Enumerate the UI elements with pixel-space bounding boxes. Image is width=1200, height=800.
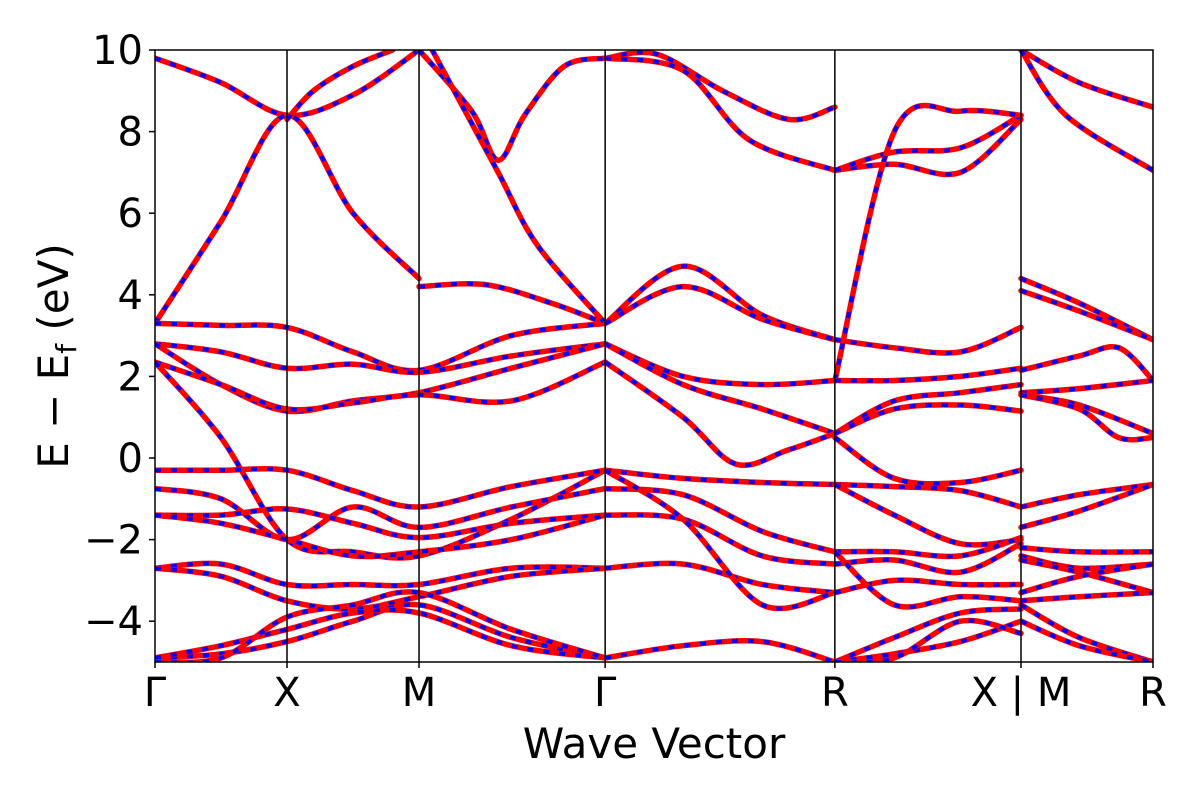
y-axis-label: E − Ef (eV): [29, 243, 83, 469]
band-line-dft-33: [832, 116, 1024, 178]
y-tick-label: 2: [118, 354, 143, 400]
band-line-dft-18: [416, 50, 608, 163]
x-tick-label: Γ: [594, 670, 617, 716]
x-tick-label: R: [1139, 670, 1167, 716]
band-line-model-54: [1020, 344, 1153, 382]
band-line-dft-40: [832, 434, 1024, 487]
plot-frame: [154, 49, 1154, 663]
band-line-model-18: [417, 50, 606, 163]
band-line-dft-28: [602, 485, 838, 555]
band-line-model-2: [285, 50, 394, 121]
band-line-model-64: [1020, 590, 1153, 603]
band-line-model-36: [834, 325, 1022, 355]
high-symmetry-lines: [286, 50, 1022, 662]
x-tick-label: R: [821, 670, 849, 716]
band-line-model-25: [604, 342, 836, 436]
band-line-model-10: [155, 506, 606, 540]
band-line-dft-57: [1018, 392, 1153, 443]
band-line-model-60: [1020, 545, 1153, 555]
band-line-model-30: [605, 561, 836, 595]
band-line-dft-45: [832, 577, 1024, 596]
band-line-dft-66: [1018, 618, 1153, 662]
band-line-dft-53: [1018, 287, 1153, 343]
band-line-model-29: [605, 512, 836, 567]
band-line-model-17: [418, 281, 606, 326]
y-tick-label: −2: [84, 518, 143, 564]
y-axis-label-main: E − E: [29, 354, 78, 469]
band-line-model-51: [1019, 50, 1153, 173]
y-tick-label: 0: [118, 436, 143, 482]
band-line-dft-37: [832, 365, 1024, 384]
band-line-model-42: [833, 482, 1022, 547]
y-tick-label: 4: [118, 273, 143, 319]
band-line-model-3: [155, 321, 606, 373]
band-line-dft-47: [832, 606, 1024, 662]
band-line-model-12: [155, 561, 606, 589]
band-line-model-16: [155, 589, 606, 662]
x-tick-label: Γ: [144, 670, 167, 716]
band-line-model-46: [833, 550, 1022, 609]
band-line-dft-43: [832, 534, 1024, 560]
band-line-model-35: [832, 103, 1022, 381]
band-line-model-34: [834, 113, 1022, 173]
band-line-model-32: [604, 638, 836, 662]
band-line-model-26: [604, 360, 836, 468]
band-line-dft-62: [1018, 557, 1153, 596]
band-line-model-39: [834, 402, 1022, 436]
y-axis-ticks: 10 8 6 4 2 0 −2 −4: [84, 28, 155, 645]
y-axis-label-subscript: f: [50, 343, 83, 354]
y-tick-label: −4: [84, 599, 143, 645]
band-line-model-23: [604, 284, 836, 342]
band-line-model-55: [1020, 378, 1153, 395]
x-tick-label: X: [273, 670, 300, 716]
band-line-dft-2: [284, 50, 396, 123]
band-line-dft-29: [602, 512, 838, 567]
band-line-model-48: [834, 619, 1022, 662]
band-line-model-50: [1020, 50, 1153, 109]
x-tick-label: M: [402, 670, 437, 716]
band-line-model-4: [155, 341, 606, 375]
band-lines: [155, 50, 1153, 662]
y-tick-label: 6: [118, 191, 143, 237]
band-line-dft-58: [1018, 481, 1153, 510]
band-line-dft-59: [1018, 481, 1153, 531]
band-line-model-8: [155, 466, 606, 510]
band-line-model-27: [604, 468, 835, 487]
x-tick-label: X | M: [971, 670, 1072, 716]
band-line-dft-21: [602, 55, 838, 174]
band-line-dft-51: [1018, 50, 1153, 174]
band-line-dft-42: [832, 481, 1024, 548]
x-axis-label: Wave Vector: [523, 719, 786, 768]
y-axis-label-unit: (eV): [29, 243, 78, 344]
band-line-model-33: [834, 117, 1023, 177]
band-line-dft-41: [832, 481, 1024, 510]
band-line-model-11: [155, 513, 606, 559]
band-line-dft-65: [1018, 602, 1153, 662]
band-line-dft-49: [832, 617, 1024, 662]
band-line-model-14: [155, 602, 606, 660]
band-line-dft-15: [155, 607, 608, 661]
band-line-dft-34: [832, 112, 1024, 174]
band-line-dft-26: [602, 359, 838, 469]
band-line-model-21: [604, 56, 836, 173]
band-line-dft-31: [602, 467, 838, 612]
y-tick-label: 10: [92, 28, 143, 74]
band-line-model-44: [834, 541, 1022, 575]
band-line-model-13: [155, 566, 606, 612]
band-line-model-15: [155, 607, 606, 660]
band-line-model-65: [1020, 603, 1153, 662]
x-axis-ticks: Γ X M Γ R X | M R: [144, 662, 1167, 716]
band-line-model-57: [1020, 392, 1153, 442]
band-line-model-9: [155, 486, 606, 542]
band-line-dft-13: [155, 565, 608, 612]
band-line-dft-30: [602, 560, 838, 596]
band-line-model-6: [155, 360, 606, 412]
band-line-dft-19: [429, 50, 608, 327]
band-line-dft-63: [1018, 561, 1153, 596]
band-line-model-7: [155, 360, 607, 560]
band-line-model-38: [833, 382, 1022, 436]
band-line-model-20: [604, 50, 836, 122]
y-tick-label: 8: [118, 110, 143, 156]
